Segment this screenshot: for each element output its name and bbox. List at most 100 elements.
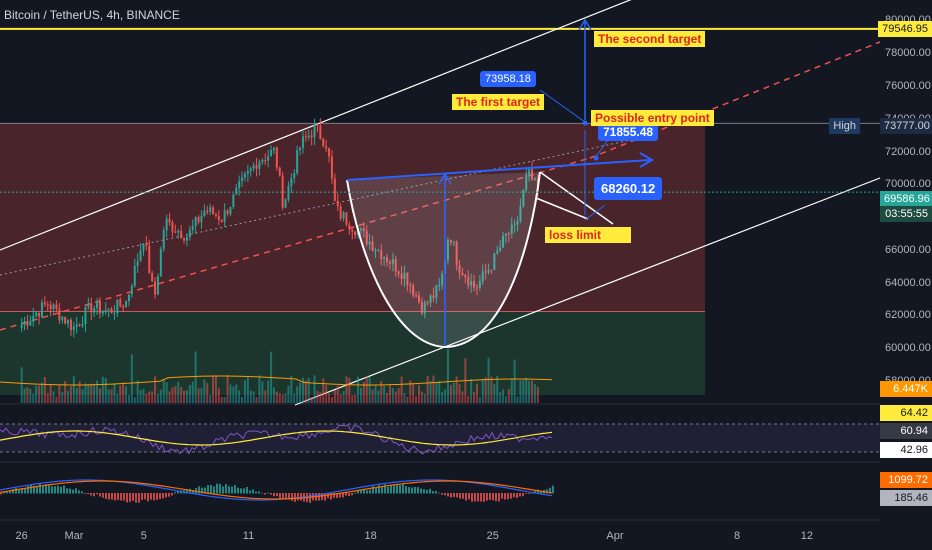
cup-fill — [347, 172, 540, 347]
volume-bar — [400, 376, 403, 403]
candle-body — [519, 206, 522, 222]
candle-body — [275, 147, 278, 168]
candle-body — [455, 241, 458, 266]
volume-bar — [235, 384, 238, 403]
macd-histogram-bar — [159, 493, 161, 499]
candle-body — [64, 316, 67, 324]
current-price-label: 69586.96 — [880, 191, 932, 207]
first-target-annotation[interactable]: The first target — [452, 94, 545, 110]
second-target-annotation[interactable]: The second target — [594, 31, 706, 47]
macd-histogram-bar — [321, 493, 323, 501]
price-tick: 72000.00 — [885, 145, 931, 158]
macd-histogram-bar — [252, 489, 254, 494]
macd-histogram-bar — [24, 488, 26, 494]
macd-histogram-bar — [204, 487, 206, 494]
volume-bar — [171, 387, 174, 403]
candle-body — [429, 295, 432, 304]
support-leader — [584, 204, 606, 221]
candle-body — [426, 302, 429, 304]
volume-bar — [519, 380, 522, 403]
volume-bar — [81, 389, 84, 403]
candle-body — [23, 321, 26, 325]
macd-histogram-bar — [429, 488, 431, 494]
candle-body — [87, 303, 90, 308]
volume-bar — [46, 393, 49, 403]
volume-bar — [336, 385, 339, 403]
entry-price-annotation[interactable]: 71855.48 — [598, 123, 659, 141]
candle-body — [246, 171, 249, 174]
candle-body — [278, 167, 281, 176]
volume-bar — [278, 393, 281, 403]
volume-bar — [371, 389, 374, 403]
volume-bar — [510, 378, 513, 403]
macd-histogram-bar — [0, 493, 2, 495]
volume-bar — [72, 376, 75, 403]
date-tick: 8 — [734, 530, 741, 542]
candle-body — [156, 276, 159, 295]
macd-histogram-bar — [357, 490, 359, 494]
candle-body — [177, 230, 180, 233]
candle-body — [531, 168, 534, 180]
high-tag-label: High — [829, 118, 860, 134]
volume-bar — [536, 386, 539, 403]
macd-histogram-bar — [345, 493, 347, 496]
candle-body — [185, 237, 188, 241]
volume-bar — [246, 377, 249, 403]
macd-histogram-bar — [342, 493, 344, 498]
entry-annotation[interactable]: Possible entry point — [591, 110, 714, 126]
macd-histogram-bar — [480, 493, 482, 502]
volume-bar — [380, 380, 383, 403]
volume-bar — [528, 380, 531, 403]
macd-histogram-bar — [207, 485, 209, 494]
support-price-annotation[interactable]: 68260.12 — [594, 177, 663, 200]
candle-body — [197, 217, 200, 222]
candle-body — [461, 272, 464, 275]
volume-bar — [319, 392, 322, 403]
first-target-price-annotation[interactable]: 73958.18 — [480, 71, 536, 87]
macd-histogram-bar — [15, 487, 17, 494]
volume-bar — [217, 388, 220, 403]
candle-body — [145, 243, 148, 246]
candle-body — [214, 214, 217, 216]
volume-bar — [406, 396, 409, 403]
volume-bar — [136, 380, 139, 403]
macd-histogram-bar — [504, 493, 506, 500]
volume-bar — [165, 382, 168, 403]
macd-histogram-bar — [501, 493, 503, 499]
macd-histogram-bar — [27, 486, 29, 494]
volume-bar — [507, 388, 510, 403]
candle-body — [487, 269, 490, 273]
candle-body — [473, 281, 476, 288]
macd-histogram-bar — [117, 493, 119, 500]
macd-histogram-bar — [435, 490, 437, 494]
volume-bar — [397, 387, 400, 403]
volume-bar — [444, 389, 447, 403]
macd-histogram-bar — [324, 493, 326, 501]
macd-histogram-bar — [81, 491, 83, 494]
macd-histogram-bar — [51, 486, 53, 494]
candle-body — [304, 136, 307, 138]
volume-bar — [487, 357, 490, 403]
volume-bar — [122, 382, 125, 403]
macd-histogram-bar — [417, 487, 419, 494]
volume-bar — [241, 396, 244, 403]
macd-histogram-bar — [426, 489, 428, 494]
candle-body — [38, 312, 41, 317]
volume-bar — [49, 384, 52, 403]
candle-body — [383, 257, 386, 260]
candle-body — [415, 295, 418, 297]
candle-body — [435, 285, 438, 298]
macd-histogram-bar — [351, 493, 353, 496]
candle-body — [90, 303, 93, 313]
macd-histogram-bar — [396, 484, 398, 494]
macd-histogram-bar — [483, 493, 485, 502]
volume-bar — [328, 393, 331, 403]
loss-limit-annotation[interactable]: loss limit — [545, 227, 631, 243]
macd-histogram-bar — [21, 488, 23, 494]
volume-bar — [156, 393, 159, 403]
candle-body — [458, 265, 461, 273]
candle-body — [122, 305, 125, 308]
macd-histogram-bar — [510, 493, 512, 499]
rsi-ma-label: 60.94 — [880, 423, 932, 439]
